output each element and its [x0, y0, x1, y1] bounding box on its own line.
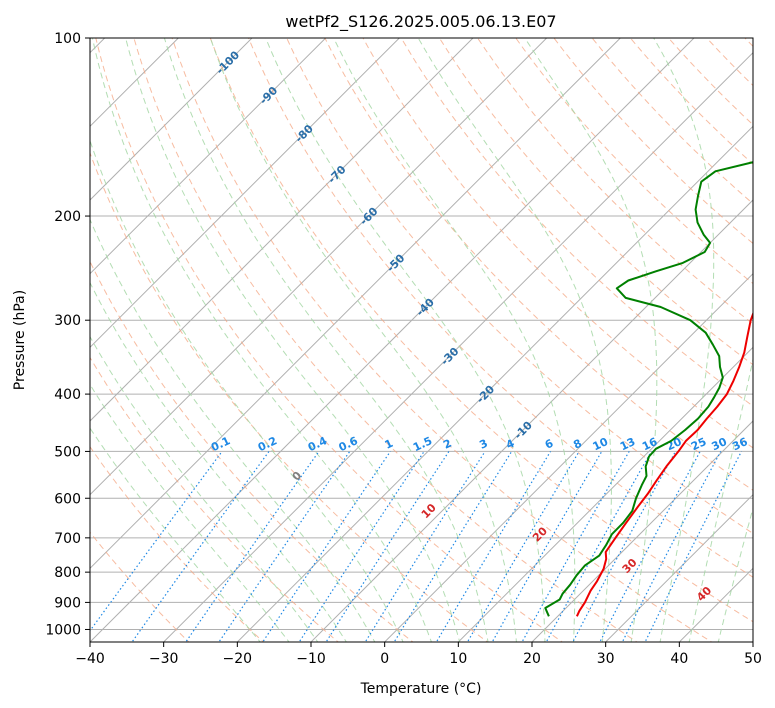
dry-adiabat-line [286, 38, 753, 535]
x-tick-label: −30 [149, 651, 179, 667]
isotherm-line [310, 199, 753, 642]
x-tick-label: 40 [670, 651, 688, 667]
x-tick-label: −10 [296, 651, 326, 667]
moist-adiabat-line [417, 38, 612, 642]
y-tick-label: 200 [54, 209, 81, 225]
mixing-ratio-line [185, 451, 320, 642]
mixing-ratio-line [621, 451, 722, 642]
isotherm-line [90, 38, 253, 201]
x-tick-label: 50 [744, 651, 762, 667]
plot-frame [89, 37, 754, 643]
data-series [544, 161, 753, 617]
y-tick-label: 800 [54, 565, 81, 581]
plot-background [90, 38, 753, 642]
dry-adiabat-line [324, 38, 753, 491]
mixing-ratio-line [131, 451, 270, 642]
moist-adiabat-line [524, 38, 658, 642]
y-tick-label: 900 [54, 595, 81, 611]
moist-adiabat-line [653, 38, 715, 642]
isotherm-line [384, 272, 753, 642]
isotherm-line [531, 420, 753, 642]
dry-adiabat-line [247, 38, 753, 578]
mixing-ratio-label: 10 [591, 435, 611, 453]
mixing-ratio-label: 36 [730, 435, 750, 453]
moist-adiabat-line [265, 38, 546, 642]
y-tick-label: 100 [54, 31, 81, 47]
x-tick-label: −20 [223, 651, 253, 667]
isotherm-line [163, 51, 753, 642]
dry-adiabat-line [515, 38, 753, 285]
moist-adiabat-line [163, 38, 489, 642]
chart-title: wetPf2_S126.2025.005.06.13.E07 [285, 12, 556, 32]
moist-adiabat-line [125, 38, 461, 642]
y-tick-label: 500 [54, 444, 81, 460]
axis-ticks: −40 −30 −20 −10 0 10 20 30 40 50 100 200 300 400 500 60… [45, 31, 762, 667]
dry-adiabat-line [90, 356, 339, 642]
mixing-ratio-line [599, 451, 701, 642]
isotherm-line [90, 38, 327, 275]
moist-adiabat-line [688, 356, 753, 642]
mixing-ratio-line [545, 451, 652, 642]
x-tick-label: 30 [597, 651, 615, 667]
mixing-ratio-label: 30 [710, 435, 730, 453]
dry-adiabat-line [770, 25, 775, 645]
dewpoint-profile-line [544, 161, 753, 617]
moist-adiabat-line [90, 383, 290, 642]
moist-adiabat-line [333, 38, 576, 642]
dry-adiabat-line [90, 260, 414, 642]
y-tick-label: 400 [54, 387, 81, 403]
y-axis-title: Pressure (hPa) [12, 290, 28, 390]
moist-adiabat-line [717, 506, 753, 642]
mixing-ratio-line [466, 451, 580, 642]
isotherm-line [90, 38, 621, 570]
isotherm-line [457, 346, 753, 642]
mixing-ratio-label: 13 [618, 435, 637, 453]
mixing-ratio-line [364, 451, 486, 642]
mixing-ratio-line [218, 451, 351, 642]
x-tick-label: −40 [75, 651, 105, 667]
dry-adiabat-line [90, 151, 489, 642]
moist-adiabat-line [90, 139, 404, 642]
mixing-ratio-line [262, 451, 391, 642]
isotherm-line [236, 125, 753, 642]
x-tick-label: 10 [449, 651, 467, 667]
y-tick-label: 300 [54, 313, 81, 329]
mixing-ratio-line [298, 451, 425, 642]
y-tick-label: 600 [54, 491, 81, 507]
moist-adiabat-line [90, 427, 261, 642]
x-tick-label: 20 [523, 651, 541, 667]
moist-adiabat-line [90, 218, 376, 642]
temperature-profile-line [575, 311, 753, 617]
mixing-ratio-line [393, 451, 513, 642]
isotherm-line [605, 493, 753, 642]
isotherm-line [90, 38, 695, 642]
dry-adiabat-line [133, 38, 638, 642]
moist-adiabat-line [209, 38, 518, 642]
isotherm-line [90, 38, 548, 496]
mixing-ratio-line [572, 451, 677, 642]
x-tick-label: 0 [380, 651, 389, 667]
moist-adiabat-line [90, 335, 319, 642]
y-tick-label: 700 [54, 531, 81, 547]
mixing-ratio-line [325, 451, 450, 642]
isotherm-line [90, 38, 400, 349]
mixing-ratio-line [435, 451, 552, 642]
mixing-ratio-line [90, 451, 223, 632]
y-tick-label: 1000 [45, 622, 81, 638]
x-axis-title: Temperature (°C) [360, 681, 482, 697]
isotherm-line [752, 641, 753, 642]
isotherm-line [90, 38, 474, 422]
background-lines [90, 25, 775, 645]
dry-adiabat-line [95, 38, 564, 642]
dry-adiabat-line [209, 38, 753, 623]
mixing-ratio-label: 25 [689, 435, 708, 453]
dry-adiabat-line [90, 445, 265, 642]
moist-adiabat-line [91, 38, 432, 642]
